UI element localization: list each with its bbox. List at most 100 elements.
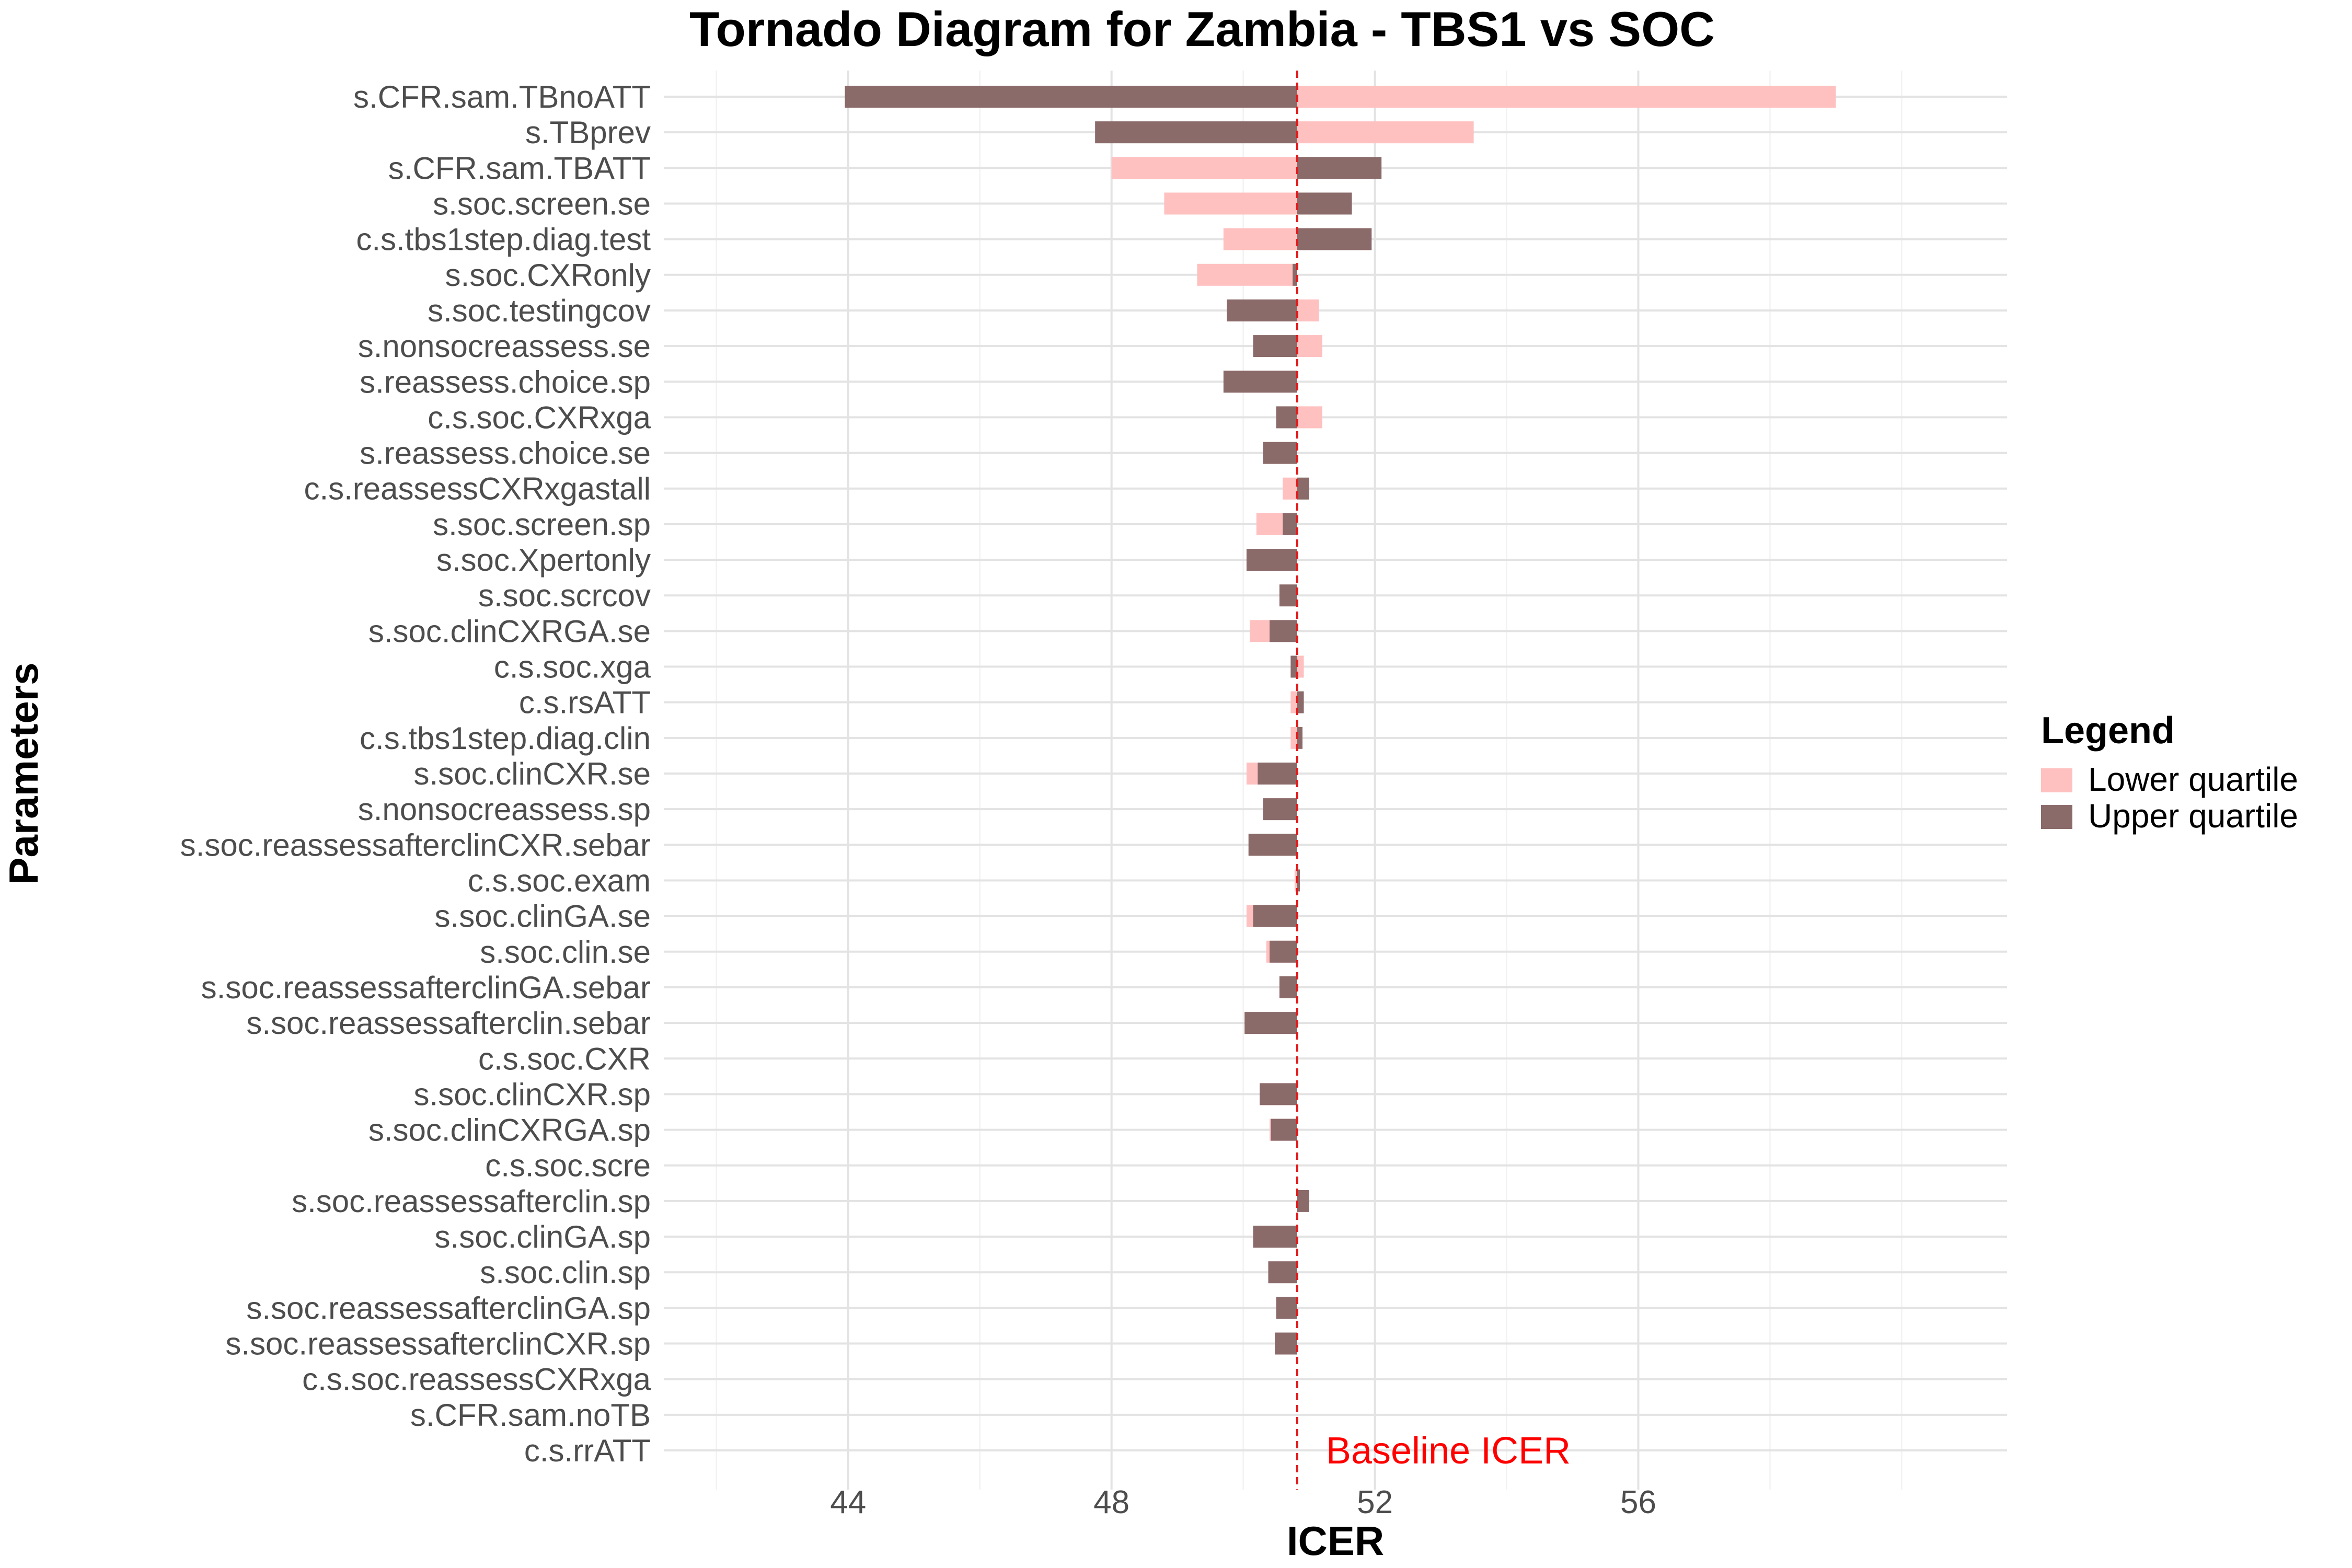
legend-swatch-lower bbox=[2041, 768, 2072, 792]
bar-upper-quartile bbox=[1270, 620, 1297, 642]
category-label: s.soc.scrcov bbox=[478, 578, 651, 613]
bars bbox=[845, 86, 1836, 1355]
bar-upper-quartile bbox=[1297, 691, 1304, 713]
x-tick-label: 48 bbox=[1093, 1484, 1129, 1520]
category-label: s.soc.clin.se bbox=[480, 935, 651, 970]
category-label: c.s.rsATT bbox=[519, 685, 651, 720]
baseline-label: Baseline ICER bbox=[1326, 1430, 1571, 1472]
bar-upper-quartile bbox=[1258, 763, 1297, 785]
category-label: s.soc.clinGA.se bbox=[435, 899, 651, 934]
category-label: c.s.soc.scre bbox=[485, 1148, 651, 1183]
bar-upper-quartile bbox=[1260, 1083, 1297, 1105]
category-label: s.soc.Xpertonly bbox=[436, 543, 651, 578]
category-label: s.soc.clinCXRGA.sp bbox=[368, 1113, 651, 1148]
bar-upper-quartile bbox=[1290, 655, 1297, 678]
category-label: c.s.tbs1step.diag.test bbox=[356, 222, 651, 257]
category-label: s.CFR.sam.TBnoATT bbox=[353, 79, 651, 114]
y-axis-title: Parameters bbox=[1, 663, 47, 885]
category-label: c.s.soc.xga bbox=[494, 650, 651, 685]
bar-upper-quartile bbox=[1253, 335, 1297, 358]
category-label: s.nonsocreassess.se bbox=[358, 329, 651, 364]
bar-upper-quartile bbox=[1279, 584, 1297, 607]
category-label: s.soc.clinCXR.sp bbox=[414, 1077, 651, 1112]
legend-swatch-upper bbox=[2041, 805, 2072, 829]
category-label: c.s.tbs1step.diag.clin bbox=[360, 721, 651, 756]
bar-upper-quartile bbox=[1253, 1226, 1297, 1248]
category-label: s.soc.reassessafterclin.sebar bbox=[246, 1006, 651, 1041]
x-tick-label: 44 bbox=[830, 1484, 866, 1520]
category-label: c.s.reassessCXRxgastall bbox=[304, 471, 651, 506]
x-tick-labels: 44 48 52 56 bbox=[830, 1484, 1656, 1520]
category-label: s.reassess.choice.se bbox=[360, 436, 651, 471]
category-label: c.s.soc.reassessCXRxga bbox=[302, 1362, 651, 1397]
bar-upper-quartile bbox=[1297, 228, 1372, 250]
bar-upper-quartile bbox=[1283, 513, 1297, 535]
category-label: c.s.soc.CXR bbox=[478, 1041, 651, 1076]
bar-lower-quartile bbox=[1197, 263, 1297, 286]
x-tick-label: 52 bbox=[1357, 1484, 1393, 1520]
bar-upper-quartile bbox=[1297, 1190, 1309, 1212]
bar-upper-quartile bbox=[1297, 727, 1303, 749]
bar-lower-quartile bbox=[1297, 406, 1322, 429]
bar-upper-quartile bbox=[1263, 798, 1297, 821]
bar-upper-quartile bbox=[1227, 299, 1297, 321]
category-label: s.soc.reassessafterclinCXR.sp bbox=[225, 1327, 651, 1362]
bar-upper-quartile bbox=[1276, 406, 1297, 429]
bar-lower-quartile bbox=[1297, 86, 1836, 108]
category-label: s.soc.reassessafterclin.sp bbox=[292, 1184, 651, 1219]
category-label: s.soc.clinCXR.se bbox=[414, 756, 651, 791]
bar-lower-quartile bbox=[1297, 121, 1474, 144]
bar-lower-quartile bbox=[1283, 477, 1297, 500]
bar-upper-quartile bbox=[1297, 869, 1300, 892]
bar-upper-quartile bbox=[1297, 157, 1382, 179]
bar-lower-quartile bbox=[1297, 299, 1319, 321]
category-label: s.soc.clinCXRGA.se bbox=[368, 614, 651, 649]
bar-lower-quartile bbox=[1223, 228, 1297, 250]
category-label: s.CFR.sam.TBATT bbox=[388, 151, 651, 186]
bar-upper-quartile bbox=[1271, 1119, 1297, 1141]
chart-title: Tornado Diagram for Zambia - TBS1 vs SOC bbox=[689, 2, 1715, 56]
bar-upper-quartile bbox=[1276, 1297, 1297, 1319]
bar-upper-quartile bbox=[1279, 976, 1297, 998]
bar-lower-quartile bbox=[1111, 157, 1297, 179]
bar-lower-quartile bbox=[1297, 335, 1322, 358]
x-axis-title: ICER bbox=[1287, 1518, 1384, 1564]
bar-upper-quartile bbox=[1297, 192, 1352, 215]
bar-upper-quartile bbox=[1268, 1261, 1297, 1284]
bar-upper-quartile bbox=[845, 86, 1297, 108]
category-label: s.soc.screen.sp bbox=[433, 507, 651, 542]
category-label: s.soc.screen.se bbox=[433, 186, 651, 221]
category-label: s.nonsocreassess.sp bbox=[358, 792, 651, 827]
legend-label-lower: Lower quartile bbox=[2088, 760, 2298, 798]
category-label: s.soc.testingcov bbox=[428, 293, 651, 328]
bar-upper-quartile bbox=[1263, 442, 1297, 464]
category-label: s.TBprev bbox=[525, 115, 651, 150]
category-label: c.s.rrATT bbox=[524, 1433, 651, 1468]
bar-lower-quartile bbox=[1290, 691, 1297, 713]
category-label: s.soc.clinGA.sp bbox=[435, 1219, 651, 1254]
category-label: s.soc.reassessafterclinGA.sebar bbox=[201, 970, 651, 1005]
bar-lower-quartile bbox=[1164, 192, 1297, 215]
bar-upper-quartile bbox=[1248, 834, 1297, 856]
bar-upper-quartile bbox=[1275, 1332, 1297, 1355]
bar-upper-quartile bbox=[1297, 477, 1309, 500]
bar-upper-quartile bbox=[1244, 1012, 1297, 1034]
bar-upper-quartile bbox=[1223, 371, 1297, 393]
category-label: s.soc.reassessafterclinGA.sp bbox=[246, 1290, 651, 1325]
bar-upper-quartile bbox=[1246, 549, 1297, 571]
bar-upper-quartile bbox=[1293, 263, 1297, 286]
category-label: s.soc.clin.sp bbox=[480, 1255, 651, 1290]
category-label: c.s.soc.CXRxga bbox=[428, 400, 651, 435]
category-label: c.s.soc.exam bbox=[468, 863, 651, 898]
category-label: s.soc.reassessafterclinCXR.sebar bbox=[180, 827, 651, 862]
bar-upper-quartile bbox=[1253, 905, 1297, 927]
bar-lower-quartile bbox=[1297, 655, 1304, 678]
category-label: s.CFR.sam.noTB bbox=[410, 1398, 651, 1433]
category-label: s.reassess.choice.sp bbox=[360, 364, 651, 399]
x-tick-label: 56 bbox=[1620, 1484, 1656, 1520]
legend: Legend Lower quartile Upper quartile bbox=[2041, 710, 2298, 835]
category-labels: s.CFR.sam.TBnoATTs.TBprevs.CFR.sam.TBATT… bbox=[180, 79, 651, 1468]
bar-lower-quartile bbox=[1294, 869, 1297, 892]
bar-lower-quartile bbox=[1290, 727, 1297, 749]
